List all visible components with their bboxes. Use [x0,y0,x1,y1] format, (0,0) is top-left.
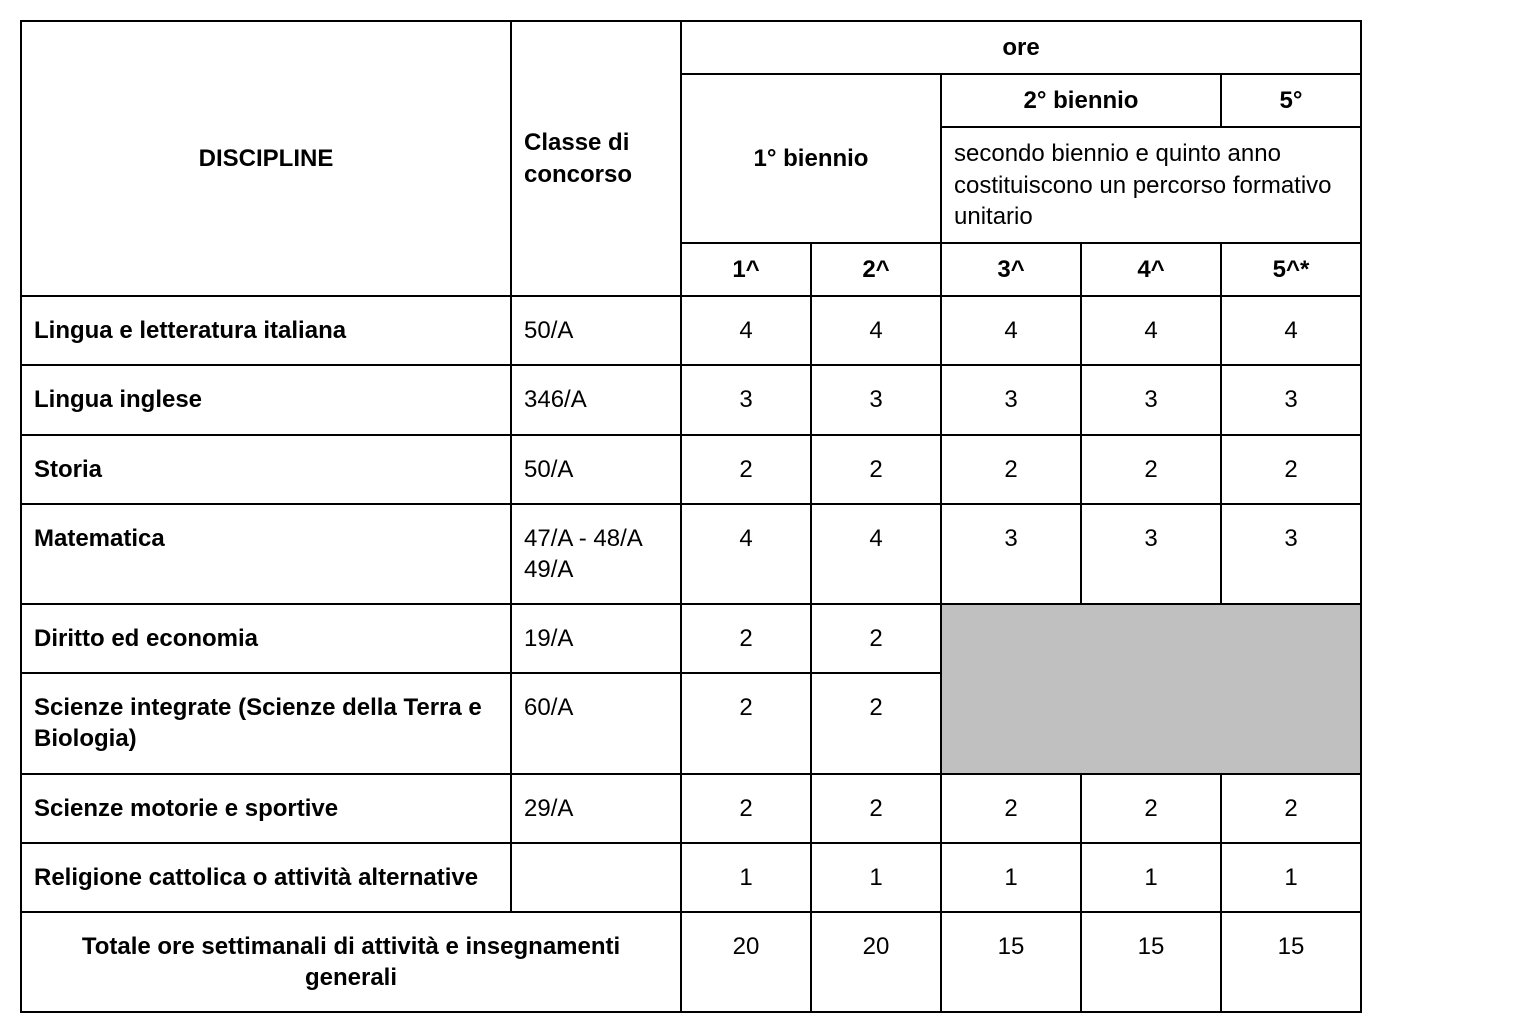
hour-cell: 3 [941,504,1081,604]
header-note: secondo biennio e quinto anno costituisc… [941,127,1361,243]
hour-cell: 1 [1081,843,1221,912]
table-row: Diritto ed economia 19/A 2 2 [21,604,1361,673]
hour-cell: 2 [681,673,811,773]
discipline-name: Matematica [21,504,511,604]
classe-value: 50/A [511,296,681,365]
table-row: Lingua inglese 346/A 3 3 3 3 3 [21,365,1361,434]
hour-cell: 2 [681,604,811,673]
discipline-name: Scienze motorie e sportive [21,774,511,843]
hour-cell: 4 [1081,296,1221,365]
hour-cell: 4 [811,504,941,604]
table-row: Scienze motorie e sportive 29/A 2 2 2 2 … [21,774,1361,843]
classe-value: 19/A [511,604,681,673]
classe-value [511,843,681,912]
table-row: Lingua e letteratura italiana 50/A 4 4 4… [21,296,1361,365]
hour-cell: 2 [681,774,811,843]
hour-cell: 2 [811,774,941,843]
hour-cell: 2 [1081,774,1221,843]
hour-cell: 3 [1081,504,1221,604]
hour-cell: 1 [941,843,1081,912]
discipline-name: Storia [21,435,511,504]
table-row: Matematica 47/A - 48/A 49/A 4 4 3 3 3 [21,504,1361,604]
discipline-name: Scienze integrate (Scienze della Terra e… [21,673,511,773]
header-discipline: DISCIPLINE [21,21,511,296]
curriculum-table: DISCIPLINE Classe di concorso ore 1° bie… [20,20,1362,1013]
header-classe: Classe di concorso [511,21,681,296]
header-quinto: 5° [1221,74,1361,127]
classe-value: 50/A [511,435,681,504]
hour-cell: 1 [811,843,941,912]
header-year-2: 2^ [811,243,941,296]
hour-cell: 2 [811,673,941,773]
total-cell: 20 [681,912,811,1012]
hour-cell: 2 [1221,435,1361,504]
hour-cell: 4 [941,296,1081,365]
hour-cell: 3 [681,365,811,434]
discipline-name: Lingua e letteratura italiana [21,296,511,365]
hour-cell: 2 [1081,435,1221,504]
hour-cell: 2 [941,774,1081,843]
total-label: Totale ore settimanali di attività e ins… [21,912,681,1012]
hour-cell: 4 [681,296,811,365]
hour-cell: 3 [941,365,1081,434]
classe-value: 60/A [511,673,681,773]
header-secondo-biennio: 2° biennio [941,74,1221,127]
hour-cell: 2 [941,435,1081,504]
total-cell: 20 [811,912,941,1012]
classe-value: 346/A [511,365,681,434]
hour-cell: 4 [681,504,811,604]
shaded-block [941,604,1361,774]
hour-cell: 4 [811,296,941,365]
table-row: Storia 50/A 2 2 2 2 2 [21,435,1361,504]
header-primo-biennio: 1° biennio [681,74,941,243]
total-cell: 15 [941,912,1081,1012]
discipline-name: Religione cattolica o attività alternati… [21,843,511,912]
header-row-1: DISCIPLINE Classe di concorso ore [21,21,1361,74]
header-year-1: 1^ [681,243,811,296]
header-year-3: 3^ [941,243,1081,296]
hour-cell: 3 [1081,365,1221,434]
classe-value: 29/A [511,774,681,843]
hour-cell: 1 [1221,843,1361,912]
hour-cell: 3 [811,365,941,434]
hour-cell: 2 [811,435,941,504]
total-cell: 15 [1081,912,1221,1012]
hour-cell: 2 [681,435,811,504]
total-row: Totale ore settimanali di attività e ins… [21,912,1361,1012]
hour-cell: 2 [1221,774,1361,843]
hour-cell: 2 [811,604,941,673]
hour-cell: 4 [1221,296,1361,365]
table-row: Religione cattolica o attività alternati… [21,843,1361,912]
hour-cell: 3 [1221,504,1361,604]
header-ore: ore [681,21,1361,74]
total-cell: 15 [1221,912,1361,1012]
discipline-name: Diritto ed economia [21,604,511,673]
hour-cell: 3 [1221,365,1361,434]
discipline-name: Lingua inglese [21,365,511,434]
header-year-4: 4^ [1081,243,1221,296]
classe-value: 47/A - 48/A 49/A [511,504,681,604]
header-year-5: 5^* [1221,243,1361,296]
hour-cell: 1 [681,843,811,912]
